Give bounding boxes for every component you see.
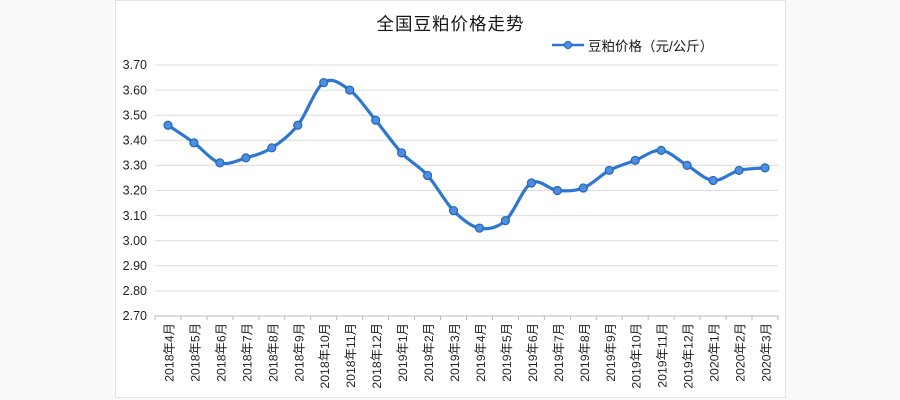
data-point-marker: [708, 175, 718, 186]
x-tick-label: 2018年12月: [370, 323, 384, 389]
x-tick-label: 2018年5月: [188, 323, 202, 382]
y-tick-label: 3.20: [123, 184, 147, 198]
data-point-marker: [578, 183, 588, 193]
x-tick-label: 2019年3月: [448, 323, 462, 382]
series-line: [166, 78, 767, 231]
x-tick-label: 2020年1月: [708, 323, 722, 382]
x-tick-label: 2019年5月: [500, 323, 514, 382]
x-tick-label: 2019年6月: [526, 323, 540, 382]
x-axis: [154, 315, 779, 320]
y-tick-label: 2.70: [123, 309, 147, 323]
data-point-marker: [345, 85, 355, 95]
x-tick-label: 2020年3月: [760, 323, 774, 382]
chart-title: 全国豆粕价格走势: [376, 14, 525, 34]
data-point-marker: [760, 163, 770, 173]
legend-label: 豆粕价格（元/公斤）: [588, 39, 714, 54]
data-point-marker: [241, 153, 251, 163]
x-tick-label: 2019年12月: [682, 323, 696, 389]
x-tick-label: 2019年7月: [552, 323, 566, 382]
data-point-marker: [448, 205, 459, 216]
data-point-marker: [267, 143, 277, 153]
data-point-marker: [293, 120, 303, 130]
y-tick-label: 3.40: [123, 134, 147, 148]
x-tick-label: 2019年2月: [422, 323, 436, 382]
y-tick-label: 3.60: [123, 83, 147, 97]
x-tick-label: 2018年11月: [344, 323, 358, 388]
y-tick-label: 3.70: [123, 58, 147, 72]
y-tick-label: 3.50: [123, 108, 147, 122]
y-axis-labels: 3.70 3.60 3.50 3.40 3.30 3.20 3.10 3.00 2.90 2.80…: [123, 58, 147, 323]
data-point-marker: [500, 216, 511, 226]
x-tick-label: 2018年8月: [266, 323, 280, 382]
data-point-marker: [371, 115, 381, 125]
legend-dot-icon: [563, 40, 573, 50]
data-point-marker: [422, 170, 433, 181]
data-point-marker: [526, 178, 536, 188]
x-tick-label: 2018年4月: [162, 323, 176, 382]
data-point-marker: [397, 148, 407, 158]
x-axis-labels: 2018年4月 2018年5月 2018年6月 2018年7月 2018年8月 2018年…: [162, 323, 773, 389]
y-tick-label: 3.30: [123, 159, 147, 173]
x-tick-label: 2019年8月: [578, 323, 592, 382]
data-point-marker: [552, 185, 562, 196]
x-tick-label: 2019年10月: [630, 323, 644, 389]
data-point-marker: [189, 138, 199, 148]
x-tick-label: 2018年7月: [240, 323, 254, 382]
x-tick-label: 2019年4月: [474, 323, 488, 382]
price-line-series: [163, 77, 770, 233]
x-tick-label: 2018年9月: [292, 323, 306, 382]
legend-line-marker-icon: [552, 40, 584, 50]
x-tick-label: 2018年10月: [318, 323, 332, 389]
data-point-marker: [734, 165, 744, 176]
x-tick-label: 2019年9月: [604, 323, 618, 382]
data-point-marker: [319, 77, 329, 88]
data-point-marker: [474, 223, 485, 233]
x-tick-label: 2019年1月: [396, 323, 410, 382]
data-point-marker: [682, 160, 692, 170]
y-tick-label: 3.10: [123, 209, 147, 223]
y-tick-label: 3.00: [123, 234, 147, 248]
y-tick-label: 2.90: [123, 259, 147, 273]
data-point-marker: [630, 155, 640, 165]
grid-lines: [155, 64, 778, 292]
data-point-marker: [163, 120, 173, 130]
data-point-marker: [215, 158, 225, 168]
data-point-marker: [656, 145, 666, 155]
legend: 豆粕价格（元/公斤）: [551, 37, 714, 54]
x-tick-label: 2020年2月: [734, 323, 748, 382]
data-point-marker: [604, 165, 614, 176]
x-tick-label: 2018年6月: [214, 323, 228, 382]
x-tick-label: 2019年11月: [656, 323, 670, 388]
y-tick-label: 2.80: [123, 284, 147, 298]
chart-card: [115, 0, 786, 398]
